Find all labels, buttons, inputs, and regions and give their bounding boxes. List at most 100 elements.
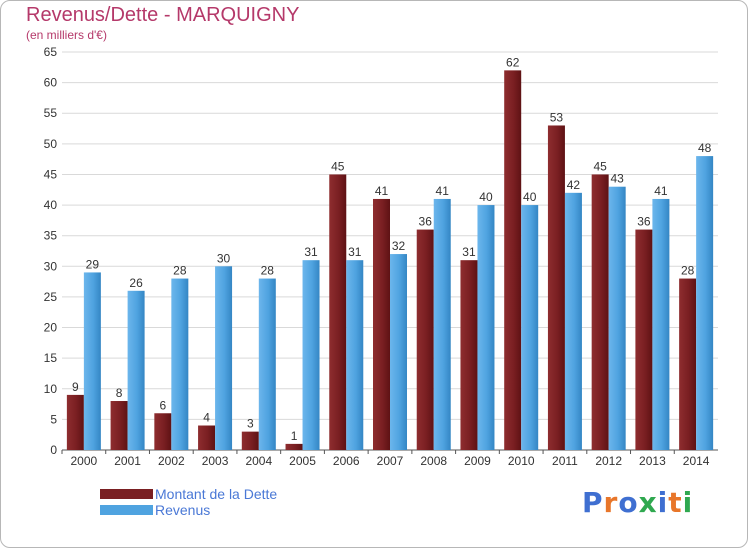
data-label-revenue: 30 [217, 251, 231, 265]
bar-debt [635, 229, 653, 450]
bar-revenue [346, 260, 364, 450]
bar-revenue [696, 156, 714, 451]
bar-revenue [171, 278, 189, 450]
bar-revenue [390, 254, 407, 450]
bar-debt [110, 401, 128, 450]
chart-subtitle: (en milliers d'€) [26, 28, 107, 42]
y-tick-label: 40 [44, 198, 58, 212]
data-label-debt: 53 [550, 110, 564, 124]
data-label-debt: 62 [506, 55, 520, 69]
y-tick-label: 50 [44, 137, 58, 151]
x-tick-label: 2006 [333, 454, 360, 468]
logo-letter: i [682, 486, 694, 519]
bar-revenue [127, 290, 145, 450]
data-label-debt: 1 [291, 429, 298, 443]
bar-debt [373, 198, 390, 450]
data-label-revenue: 40 [479, 190, 493, 204]
data-label-revenue: 43 [610, 172, 624, 186]
x-tick-label: 2002 [158, 454, 185, 468]
bar-revenue [477, 205, 495, 450]
bar-debt [154, 413, 172, 450]
proxiti-logo: Proxiti [582, 486, 693, 519]
bar-revenue [433, 198, 451, 450]
bar-debt [679, 278, 697, 450]
bar-revenue [564, 192, 582, 451]
bar-debt [241, 431, 259, 450]
data-label-revenue: 48 [698, 141, 712, 155]
legend-label-debt: Montant de la Dette [155, 486, 278, 502]
y-tick-label: 65 [44, 45, 58, 59]
data-label-revenue: 41 [654, 184, 668, 198]
x-tick-label: 2007 [377, 454, 404, 468]
bar-debt [285, 443, 303, 450]
logo-letter: t [668, 486, 683, 519]
x-tick-label: 2005 [289, 454, 316, 468]
y-tick-label: 10 [44, 382, 58, 396]
y-tick-label: 45 [44, 167, 58, 181]
bar-debt [547, 125, 565, 450]
bar-revenue [83, 272, 101, 450]
data-label-revenue: 42 [567, 178, 581, 192]
legend-swatch-revenue [100, 505, 153, 515]
x-tick-label: 2001 [114, 454, 141, 468]
data-label-debt: 36 [419, 215, 433, 229]
chart-title: Revenus/Dette - MARQUIGNY [26, 4, 300, 26]
data-label-debt: 4 [203, 411, 210, 425]
data-label-debt: 28 [681, 264, 695, 278]
logo-letter: o [618, 486, 639, 519]
data-label-debt: 41 [375, 184, 389, 198]
x-tick-label: 2014 [683, 454, 710, 468]
bar-debt [66, 394, 84, 450]
legend-label-revenue: Revenus [155, 502, 211, 518]
data-label-revenue: 31 [348, 245, 362, 259]
bar-revenue [608, 186, 626, 450]
data-label-debt: 45 [331, 159, 345, 173]
data-label-revenue: 28 [173, 264, 187, 278]
data-label-debt: 3 [247, 417, 254, 431]
logo-letter: i [657, 486, 669, 519]
data-label-debt: 45 [593, 159, 607, 173]
bar-revenue [652, 198, 670, 450]
logo-letter: r [603, 486, 619, 519]
y-tick-label: 35 [44, 229, 58, 243]
data-label-revenue: 31 [304, 245, 318, 259]
bar-debt [460, 260, 478, 450]
data-label-revenue: 28 [261, 264, 275, 278]
y-tick-label: 20 [44, 321, 58, 335]
bar-debt [329, 174, 347, 450]
x-tick-label: 2004 [245, 454, 272, 468]
data-label-revenue: 40 [523, 190, 537, 204]
bar-debt [591, 174, 609, 450]
data-label-revenue: 29 [86, 257, 100, 271]
x-tick-label: 2011 [552, 454, 578, 468]
y-tick-label: 55 [44, 106, 58, 120]
y-tick-label: 25 [44, 290, 58, 304]
data-label-revenue: 41 [436, 184, 450, 198]
y-tick-label: 30 [44, 259, 58, 273]
data-label-revenue: 26 [129, 276, 143, 290]
y-tick-label: 15 [44, 351, 58, 365]
logo-letter: P [582, 486, 604, 519]
data-label-debt: 36 [637, 215, 651, 229]
x-tick-label: 2003 [202, 454, 229, 468]
bar-debt [416, 229, 434, 450]
y-tick-label: 0 [50, 443, 57, 457]
x-tick-label: 2013 [639, 454, 666, 468]
bar-revenue [258, 278, 276, 450]
bar-revenue [302, 260, 320, 450]
data-label-debt: 9 [72, 380, 79, 394]
data-label-revenue: 32 [392, 239, 406, 253]
data-label-debt: 31 [462, 245, 476, 259]
x-tick-label: 2009 [464, 454, 491, 468]
y-tick-label: 60 [44, 76, 58, 90]
bar-revenue [215, 266, 233, 450]
bar-debt [198, 425, 216, 450]
x-tick-label: 2010 [508, 454, 535, 468]
bar-debt [504, 70, 522, 450]
logo-letter: x [638, 486, 658, 519]
x-tick-label: 2000 [71, 454, 98, 468]
data-label-debt: 8 [116, 386, 123, 400]
x-tick-label: 2008 [420, 454, 447, 468]
x-tick-label: 2012 [595, 454, 622, 468]
